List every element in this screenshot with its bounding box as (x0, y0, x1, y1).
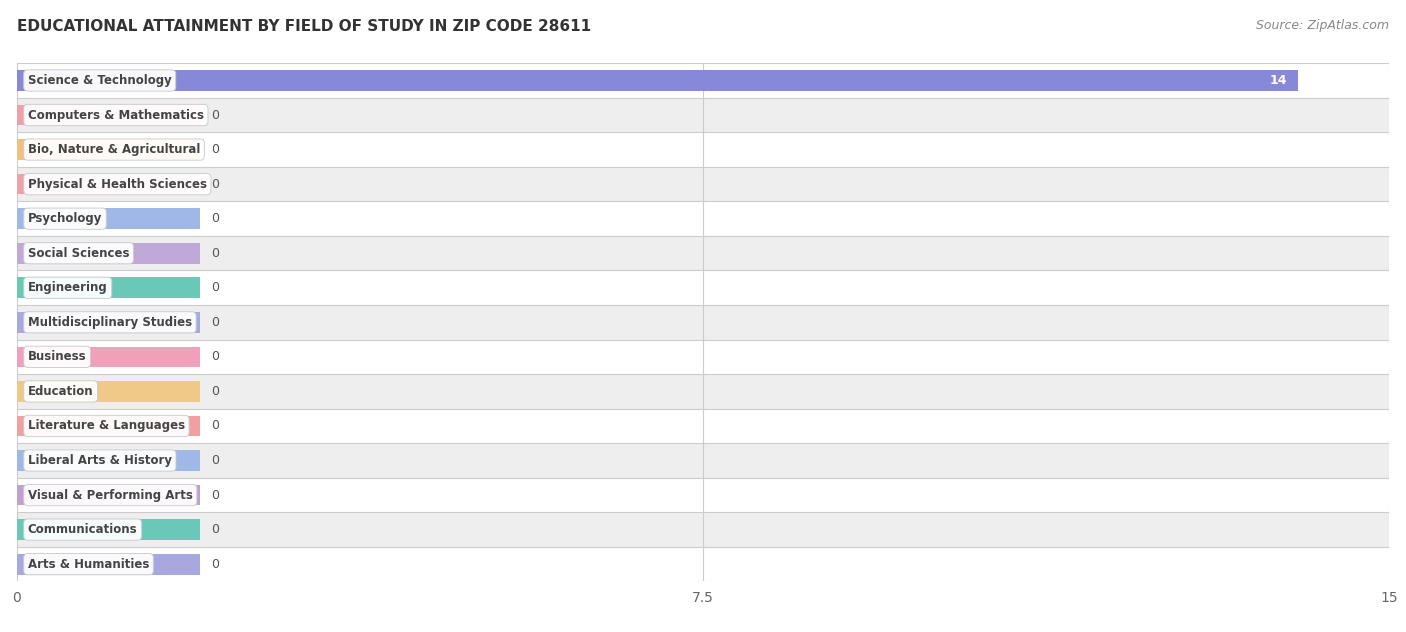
Text: Bio, Nature & Agricultural: Bio, Nature & Agricultural (28, 143, 200, 156)
Bar (17, 520, 200, 540)
Text: Literature & Languages: Literature & Languages (28, 420, 186, 432)
Bar (17, 63, 1389, 98)
Text: 14: 14 (1270, 74, 1286, 87)
Bar (17, 443, 1389, 478)
Bar (17, 202, 1389, 236)
Bar (17, 70, 1298, 91)
Text: Psychology: Psychology (28, 212, 103, 225)
Bar (17, 167, 1389, 202)
Text: 0: 0 (211, 385, 219, 398)
Text: 0: 0 (211, 143, 219, 156)
Bar (17, 409, 1389, 443)
Bar (17, 346, 200, 367)
Text: 0: 0 (211, 178, 219, 191)
Bar (17, 478, 1389, 513)
Text: Business: Business (28, 350, 87, 363)
Bar (17, 416, 200, 436)
Text: Communications: Communications (28, 523, 138, 536)
Text: 0: 0 (211, 109, 219, 121)
Text: EDUCATIONAL ATTAINMENT BY FIELD OF STUDY IN ZIP CODE 28611: EDUCATIONAL ATTAINMENT BY FIELD OF STUDY… (17, 19, 591, 34)
Text: Social Sciences: Social Sciences (28, 246, 129, 260)
Text: Liberal Arts & History: Liberal Arts & History (28, 454, 172, 467)
Bar (17, 374, 1389, 409)
Bar (17, 98, 1389, 132)
Bar (17, 450, 200, 471)
Bar (17, 105, 200, 125)
Text: 0: 0 (211, 420, 219, 432)
Bar (17, 513, 1389, 547)
Bar (17, 209, 200, 229)
Text: Source: ZipAtlas.com: Source: ZipAtlas.com (1256, 19, 1389, 32)
Bar (17, 174, 200, 195)
Text: 0: 0 (211, 523, 219, 536)
Text: Visual & Performing Arts: Visual & Performing Arts (28, 489, 193, 502)
Text: Education: Education (28, 385, 93, 398)
Bar (17, 312, 200, 332)
Text: 0: 0 (211, 316, 219, 329)
Bar (17, 339, 1389, 374)
Text: 0: 0 (211, 281, 219, 295)
Text: 0: 0 (211, 454, 219, 467)
Bar (17, 132, 1389, 167)
Bar (17, 139, 200, 160)
Bar (17, 236, 1389, 270)
Text: Science & Technology: Science & Technology (28, 74, 172, 87)
Bar (17, 243, 200, 264)
Bar (17, 381, 200, 402)
Text: 0: 0 (211, 246, 219, 260)
Text: Multidisciplinary Studies: Multidisciplinary Studies (28, 316, 193, 329)
Text: Computers & Mathematics: Computers & Mathematics (28, 109, 204, 121)
Bar (17, 305, 1389, 339)
Text: 0: 0 (211, 557, 219, 571)
Bar (17, 270, 1389, 305)
Text: Engineering: Engineering (28, 281, 108, 295)
Text: 0: 0 (211, 212, 219, 225)
Text: 0: 0 (211, 350, 219, 363)
Bar (17, 554, 200, 574)
Text: Physical & Health Sciences: Physical & Health Sciences (28, 178, 207, 191)
Bar (17, 485, 200, 506)
Text: Arts & Humanities: Arts & Humanities (28, 557, 149, 571)
Text: 0: 0 (211, 489, 219, 502)
Bar (17, 277, 200, 298)
Bar (17, 547, 1389, 581)
